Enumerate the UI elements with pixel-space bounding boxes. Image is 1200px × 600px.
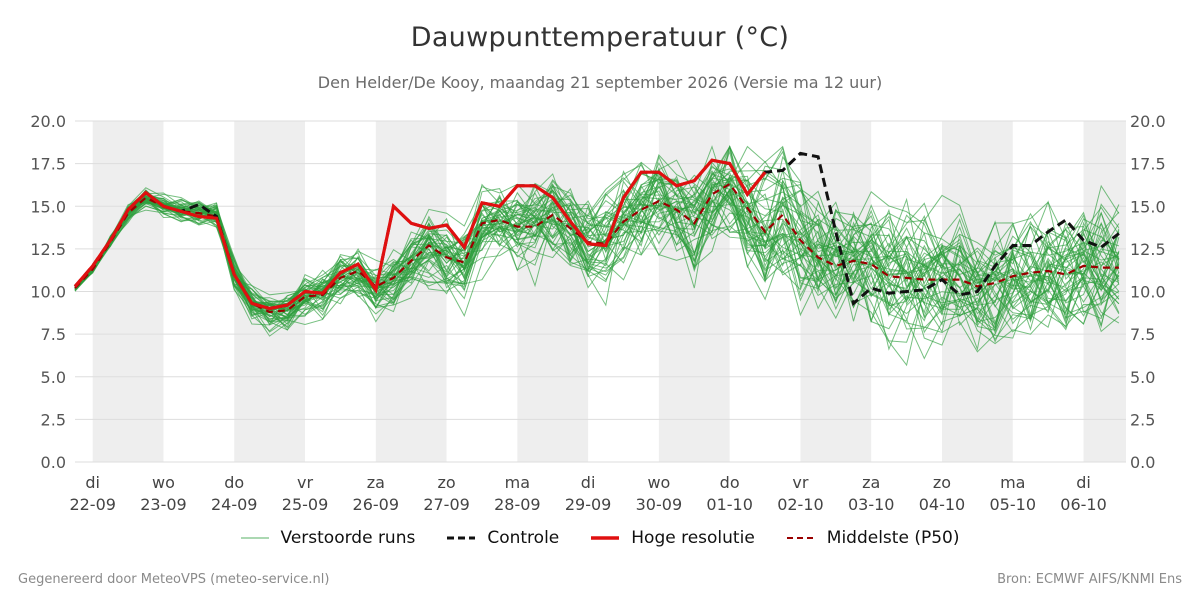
x-tick-weekday: di	[1076, 473, 1091, 492]
x-axis: di 22-09 wo 23-09 do 24-09 vr 25-09 za 26-09 zo 27-…	[69, 473, 1106, 514]
x-tick-date: 22-09	[69, 495, 116, 514]
y-tick-label-right: 2.5	[1130, 410, 1155, 429]
ensemble-run-line	[74, 146, 1120, 334]
x-tick-date: 02-10	[777, 495, 824, 514]
x-tick-date: 25-09	[282, 495, 329, 514]
legend-swatch-ensemble	[240, 537, 269, 539]
chart-subtitle: Den Helder/De Kooy, maandag 21 september…	[317, 73, 883, 92]
x-tick-weekday: wo	[152, 473, 175, 492]
y-tick-label-right: 5.0	[1130, 368, 1155, 387]
x-tick-date: 29-09	[565, 495, 612, 514]
x-tick-weekday: za	[862, 473, 880, 492]
x-tick-date: 04-10	[919, 495, 966, 514]
y-tick-label-left: 5.0	[41, 368, 66, 387]
main-series-lines	[73, 151, 1120, 314]
y-tick-label-right: 12.5	[1130, 240, 1166, 259]
x-tick-date: 24-09	[211, 495, 258, 514]
x-tick-weekday: di	[85, 473, 100, 492]
y-tick-label-left: 17.5	[30, 155, 66, 174]
legend-item-ensemble: Verstoorde runs	[240, 528, 416, 548]
y-tick-label-left: 7.5	[41, 325, 66, 344]
x-tick-weekday: ma	[1000, 473, 1025, 492]
legend-label-ensemble: Verstoorde runs	[280, 528, 416, 548]
y-axis-right: 0.0 2.5 5.0 7.5 10.0 12.5 15.0 17.5 20.0	[1130, 112, 1166, 472]
legend-label-control: Controle	[487, 528, 560, 548]
legend-label-high-res: Hoge resolutie	[631, 528, 755, 548]
x-tick-date: 03-10	[848, 495, 895, 514]
y-tick-label-left: 12.5	[30, 240, 66, 259]
high-resolution-line	[73, 158, 767, 311]
ensemble-run-line	[74, 149, 1120, 329]
ensemble-run-line	[74, 178, 1120, 332]
footer-generated-by: Gegenereerd door MeteoVPS (meteo-service…	[18, 572, 330, 587]
footer-source: Bron: ECMWF AIFS/KNMI Ens	[997, 572, 1182, 587]
x-tick-date: 23-09	[140, 495, 187, 514]
x-tick-date: 05-10	[990, 495, 1037, 514]
legend-swatch-median	[786, 537, 815, 539]
y-tick-label-right: 15.0	[1130, 197, 1166, 216]
y-tick-label-right: 20.0	[1130, 112, 1166, 131]
x-tick-weekday: zo	[933, 473, 951, 492]
chart-title: Dauwpunttemperatuur (°C)	[410, 22, 790, 53]
ensemble-run-line	[74, 188, 1120, 344]
y-tick-label-left: 0.0	[41, 453, 66, 472]
y-axis-left: 0.0 2.5 5.0 7.5 10.0 12.5 15.0 17.5 20.0	[30, 112, 66, 472]
x-tick-weekday: wo	[647, 473, 670, 492]
y-tick-label-left: 10.0	[30, 283, 66, 302]
y-tick-label-right: 7.5	[1130, 325, 1155, 344]
x-tick-weekday: zo	[437, 473, 455, 492]
legend-swatch-control	[447, 536, 476, 540]
y-tick-label-left: 2.5	[41, 410, 66, 429]
x-tick-weekday: za	[367, 473, 385, 492]
x-tick-date: 27-09	[423, 495, 470, 514]
legend-item-high-res: Hoge resolutie	[591, 528, 755, 548]
x-tick-weekday: vr	[297, 473, 313, 492]
y-tick-label-right: 0.0	[1130, 453, 1155, 472]
legend-item-control: Controle	[447, 528, 559, 548]
x-tick-date: 26-09	[353, 495, 400, 514]
gridlines	[75, 120, 1126, 463]
x-tick-date: 06-10	[1060, 495, 1107, 514]
x-tick-date: 30-09	[636, 495, 683, 514]
y-tick-label-left: 15.0	[30, 197, 66, 216]
y-tick-label-left: 20.0	[30, 112, 66, 131]
x-tick-weekday: do	[224, 473, 244, 492]
legend-label-median: Middelste (P50)	[826, 528, 960, 548]
y-tick-label-right: 10.0	[1130, 283, 1166, 302]
x-tick-date: 28-09	[494, 495, 541, 514]
x-tick-weekday: ma	[505, 473, 530, 492]
legend-swatch-high-res	[591, 536, 620, 540]
y-tick-label-right: 17.5	[1130, 155, 1166, 174]
x-tick-weekday: do	[720, 473, 740, 492]
legend: Verstoorde runs Controle Hoge resolutie …	[0, 528, 1200, 548]
x-tick-date: 01-10	[706, 495, 753, 514]
ensemble-run-line	[74, 189, 1120, 323]
x-tick-weekday: vr	[792, 473, 808, 492]
legend-item-median: Middelste (P50)	[786, 528, 960, 548]
x-tick-weekday: di	[581, 473, 596, 492]
